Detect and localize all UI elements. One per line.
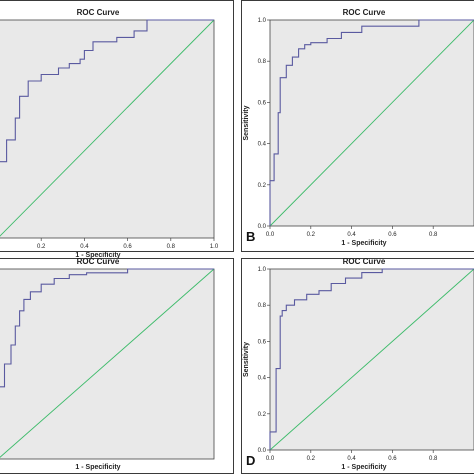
panel-a-x-tick-label: 0.8 — [167, 244, 176, 250]
panel-b-y-axis-label: Sensitivity — [243, 105, 250, 140]
panel-d-x-axis-label: 1 - Specificity — [341, 464, 386, 471]
panel-b-y-tick-label: 1.0 — [258, 18, 267, 24]
panel-d-y-tick-label: 0.4 — [258, 376, 267, 382]
panel-a-x-tick-label: 0.4 — [80, 244, 89, 250]
panel-a-reference-line — [0, 19, 215, 237]
panel-d-y-tick-label: 1.0 — [258, 267, 267, 273]
panel-b-x-tick-label: 0.4 — [347, 232, 356, 238]
panel-d-y-tick-label: 0.6 — [258, 339, 267, 345]
panel-a-x-tick-label: 0.6 — [123, 244, 132, 250]
panel-c-title: ROC Curve — [77, 257, 120, 266]
panel-d-x-tick-label: 0.0 — [266, 456, 275, 462]
panel-b-x-tick-label: 0.0 — [266, 232, 275, 238]
panel-d: ROC Curve 0.0 0.2 0.4 0.6 0.8 0.0 0.2 0.4 0.6 0.8 1… — [241, 257, 474, 474]
panel-a: ROC Curve 0.2 0.4 0.6 0.8 1.0 1 - Specificity — [0, 0, 234, 259]
panel-b-x-tick-label: 0.2 — [307, 232, 316, 238]
panel-d-y-tick-label: 0.8 — [258, 303, 267, 309]
panel-d-x-tick-label: 0.8 — [429, 456, 438, 462]
panel-d-reference-line — [269, 268, 474, 451]
panel-b-y-tick-label: 0.6 — [258, 100, 267, 106]
panel-b-y-tick-label: 0.4 — [258, 142, 267, 148]
panel-b-y-tick-label: 0.2 — [258, 183, 267, 189]
panel-c-x-axis-label: 1 - Specificity — [75, 464, 120, 471]
panel-b-reference-line — [269, 19, 474, 227]
panel-c-reference-line — [0, 268, 215, 458]
panel-b-letter: B — [246, 229, 255, 244]
panel-b-y-tick-label: 0.0 — [258, 224, 267, 230]
panel-a-roc-curve — [0, 19, 214, 163]
panel-d-y-tick-label: 0.2 — [258, 412, 267, 418]
panel-d-x-tick-label: 0.6 — [388, 456, 397, 462]
panel-a-x-tick-label: 1.0 — [210, 244, 219, 250]
panel-d-x-tick-label: 0.2 — [307, 456, 316, 462]
panel-d-title: ROC Curve — [343, 257, 386, 266]
panel-a-x-axis-label: 1 - Specificity — [75, 252, 120, 259]
panel-c-roc-curve — [0, 268, 214, 388]
panel-d-y-tick-label: 0.0 — [258, 448, 267, 454]
panel-b-y-tick-label: 0.8 — [258, 59, 267, 65]
panel-d-letter: D — [246, 453, 255, 468]
panel-c: ROC Curve 1 - Specificity — [0, 257, 234, 474]
panel-a-x-tick-label: 0.2 — [37, 244, 46, 250]
panel-b-x-tick-label: 0.6 — [388, 232, 397, 238]
panel-b-title: ROC Curve — [343, 8, 386, 17]
panel-b-x-tick-label: 0.8 — [429, 232, 438, 238]
panel-b-x-axis-label: 1 - Specificity — [341, 240, 386, 247]
panel-d-roc-curve — [269, 268, 474, 450]
panel-d-y-axis-label: Sensitivity — [243, 342, 250, 377]
panel-b-roc-curve — [269, 19, 474, 226]
panel-d-x-tick-label: 0.4 — [347, 456, 356, 462]
panel-a-title: ROC Curve — [77, 8, 120, 17]
panel-b: ROC Curve 0.0 0.2 0.4 0.6 0.8 0.0 0.2 0.4 0.6 0.8 1… — [241, 0, 474, 252]
